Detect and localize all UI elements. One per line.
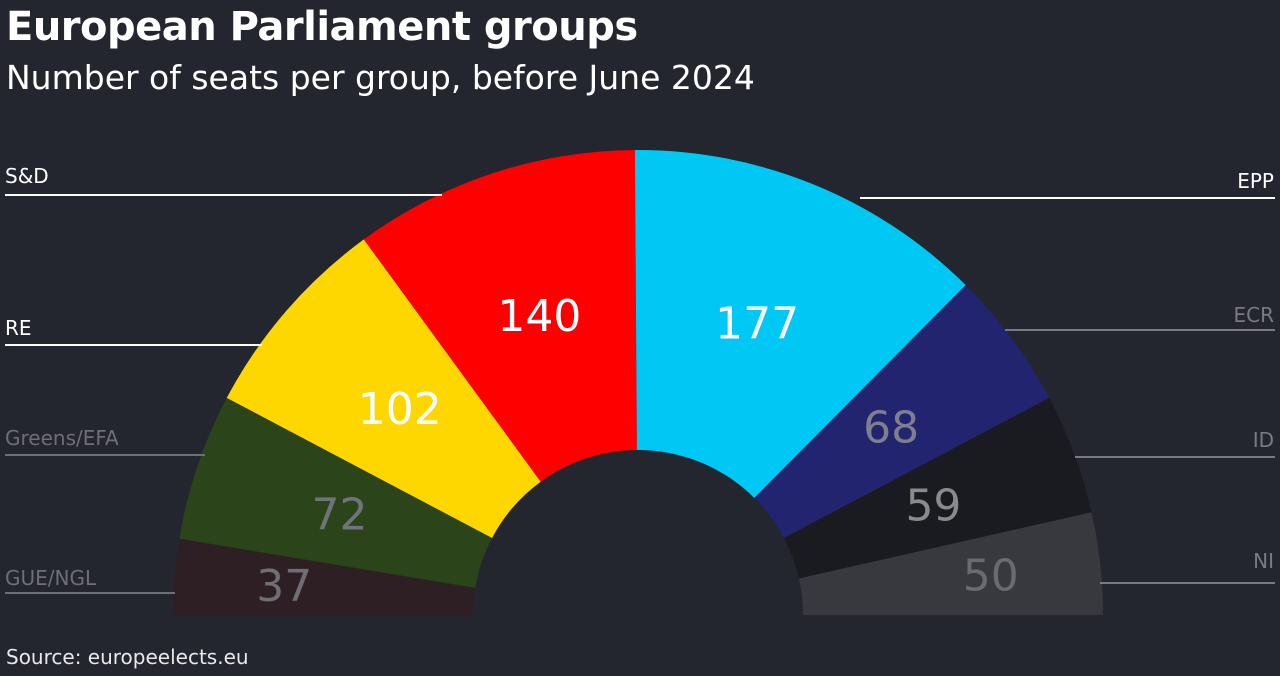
seat-value-label: 102: [358, 384, 442, 435]
source-note: Source: europeelects.eu: [6, 645, 249, 669]
seat-value-label: 140: [497, 291, 581, 342]
seat-segment-ecr: [754, 285, 1050, 538]
seat-segment-ni: [798, 512, 1103, 615]
seat-segment-guengl: [173, 538, 476, 615]
group-label: EPP: [1237, 169, 1274, 193]
seat-segment-id: [783, 397, 1092, 579]
seat-segment-sd: [363, 150, 637, 482]
seat-value-label: 50: [963, 551, 1019, 602]
seat-value-label: 59: [905, 481, 961, 532]
seat-value-label: 68: [863, 403, 919, 454]
seat-segment-epp: [634, 150, 966, 498]
group-label: RE: [5, 316, 32, 340]
group-label: ECR: [1234, 303, 1275, 327]
group-label: S&D: [5, 164, 49, 188]
chart-title: European Parliament groups: [6, 4, 638, 50]
seat-segment-re: [226, 239, 541, 538]
seat-value-label: 72: [312, 489, 368, 540]
group-label: Greens/EFA: [5, 426, 119, 450]
seat-segment-greensefa: [179, 397, 493, 588]
seat-value-label: 37: [256, 561, 312, 612]
group-label: GUE/NGL: [5, 566, 97, 590]
chart-subtitle: Number of seats per group, before June 2…: [6, 58, 755, 97]
group-label: NI: [1253, 549, 1274, 573]
seat-value-label: 177: [715, 298, 799, 349]
group-label: ID: [1253, 428, 1274, 452]
